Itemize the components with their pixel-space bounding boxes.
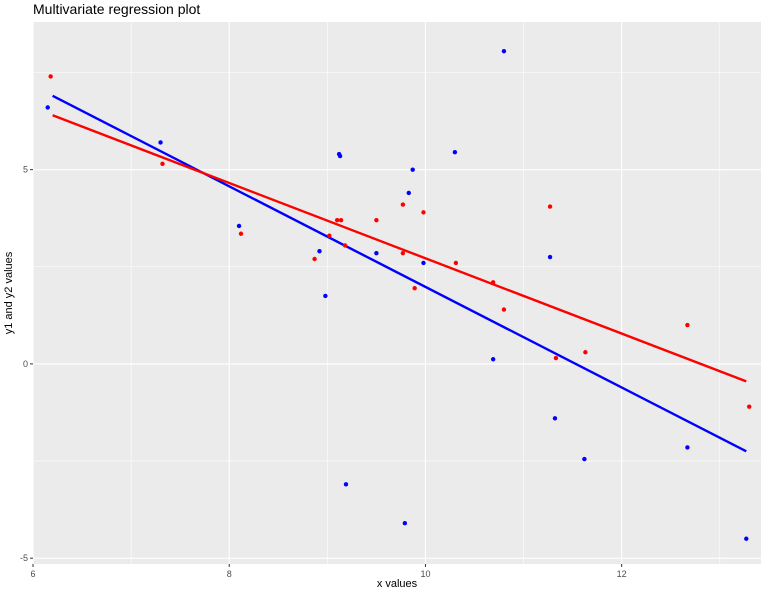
- scatter-point: [48, 74, 53, 79]
- x-tick-label: 8: [227, 569, 232, 579]
- scatter-point: [45, 105, 50, 110]
- scatter-points: [45, 48, 752, 541]
- scatter-point: [744, 536, 749, 541]
- scatter-point: [547, 254, 553, 260]
- x-tick-label: 10: [420, 569, 430, 579]
- plot-panel: [33, 22, 761, 564]
- scatter-point: [552, 416, 558, 421]
- scatter-point: [582, 456, 587, 462]
- y-axis-title: y1 and y2 values: [3, 251, 15, 334]
- chart-title: Multivariate regression plot: [33, 1, 200, 17]
- scatter-point: [406, 190, 411, 196]
- scatter-point: [337, 153, 343, 159]
- scatter-point: [374, 250, 379, 256]
- x-axis-title: x values: [377, 578, 418, 590]
- y-tick-label: 0: [23, 359, 28, 369]
- axis-ticks: 6 8 10 12 -5 0 5: [20, 165, 627, 579]
- scatter-point: [412, 285, 417, 291]
- scatter-point: [334, 217, 340, 223]
- scatter-point: [490, 357, 496, 362]
- scatter-point: [402, 521, 408, 526]
- scatter-point: [421, 260, 426, 266]
- scatter-point: [400, 250, 406, 256]
- scatter-point: [158, 140, 163, 145]
- scatter-point: [452, 149, 458, 155]
- regression-line: [52, 114, 747, 383]
- scatter-point: [238, 231, 244, 236]
- scatter-point: [338, 217, 344, 223]
- scatter-point: [400, 202, 406, 207]
- scatter-point: [323, 293, 328, 299]
- scatter-point: [342, 243, 348, 248]
- x-tick-label: 6: [30, 569, 35, 579]
- scatter-point: [327, 233, 332, 238]
- scatter-point: [374, 217, 379, 223]
- regression-line: [52, 94, 747, 453]
- scatter-point: [553, 355, 559, 361]
- scatter-point: [453, 260, 459, 266]
- scatter-point: [547, 204, 553, 209]
- scatter-point: [160, 161, 165, 167]
- grid-layer: [32, 22, 761, 564]
- scatter-point: [747, 404, 752, 409]
- y-tick-label: -5: [20, 553, 28, 563]
- scatter-point: [501, 48, 507, 54]
- x-tick-label: 12: [617, 569, 627, 579]
- scatter-point: [410, 167, 415, 172]
- scatter-point: [583, 350, 588, 355]
- y-tick-label: 5: [23, 165, 28, 175]
- scatter-point: [317, 249, 322, 254]
- regression-lines: [52, 94, 747, 453]
- scatter-point: [421, 210, 426, 215]
- scatter-point: [501, 307, 507, 312]
- scatter-point: [490, 280, 496, 285]
- scatter-point: [236, 223, 242, 229]
- scatter-point: [343, 482, 349, 487]
- scatter-point: [685, 445, 690, 450]
- scatter-point: [312, 256, 317, 262]
- scatter-point: [685, 322, 690, 328]
